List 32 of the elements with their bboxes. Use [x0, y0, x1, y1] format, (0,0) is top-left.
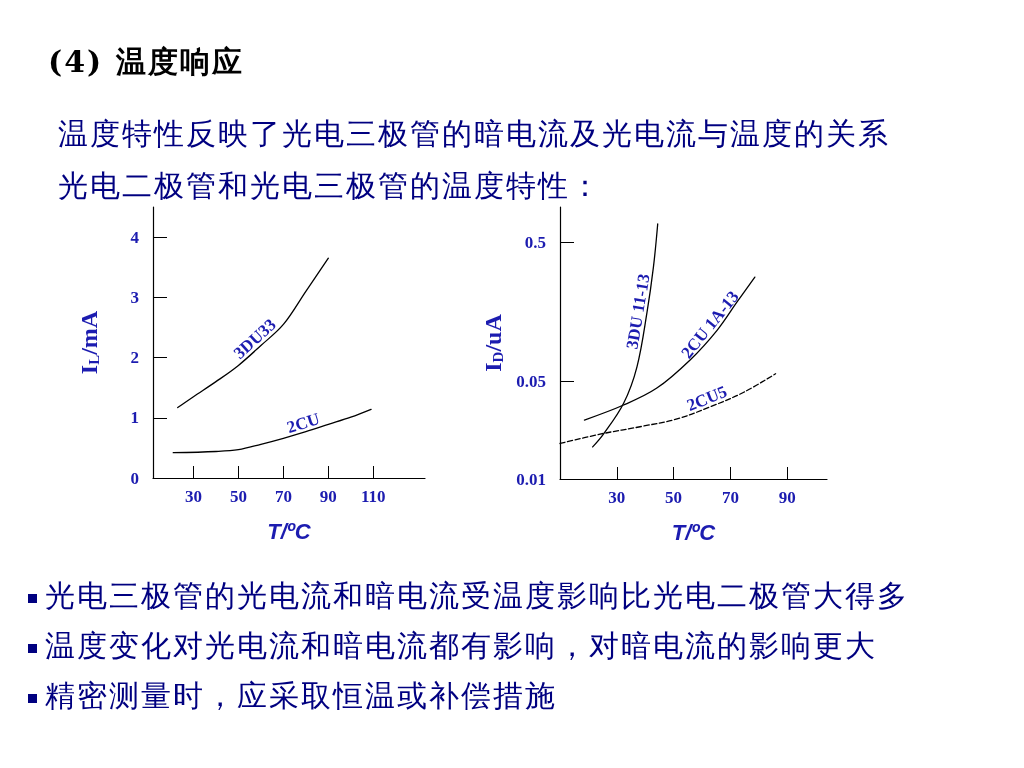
- y-axis-title: IL/mA: [75, 310, 102, 375]
- y-tick-label: 0.05: [516, 372, 546, 392]
- x-tick-label: 50: [665, 488, 683, 507]
- y-tick-label: 0.01: [516, 469, 546, 489]
- y-axis-title: ID/uA: [479, 313, 506, 372]
- text: 2CU5: [684, 381, 730, 415]
- x-axis-title: T/ºC: [267, 518, 312, 544]
- y-tick-label: 0: [130, 468, 139, 488]
- text: 光电二极管和光电三极管的温度特性：: [58, 168, 602, 203]
- line-series: [172, 408, 372, 454]
- x-tick-label: 70: [721, 488, 739, 507]
- text: 精密测量时，应采取恒温或补偿措施: [45, 678, 557, 713]
- x-tick-label: 30: [608, 488, 626, 507]
- line-series: [177, 257, 329, 409]
- text: 2CU: [284, 409, 322, 437]
- y-tick-label: 3: [130, 287, 139, 307]
- x-tick-label: 50: [229, 487, 247, 506]
- chart-subtitle: 温度特性反映了光电三极管的暗电流及光电流与温度的关系: [58, 116, 890, 151]
- y-tick-label: 1: [130, 408, 139, 428]
- x-tick-label: 70: [274, 487, 292, 506]
- text: 温度变化对光电流和暗电流都有影响，对暗电流的影响更大: [45, 628, 877, 663]
- text: 3DU 11-13: [622, 272, 654, 351]
- x-tick-label: 90: [319, 487, 337, 506]
- chart-title: (4) 温度响应: [48, 44, 244, 79]
- x-tick-label: 110: [361, 487, 386, 506]
- y-tick-label: 4: [130, 227, 140, 247]
- x-tick-label: 90: [778, 488, 796, 507]
- y-tick-label: 0.5: [524, 233, 546, 253]
- y-tick-label: 2: [130, 348, 139, 368]
- text: 光电三极管的光电流和暗电流受温度影响比光电二极管大得多: [45, 578, 909, 613]
- x-axis-title: T/ºC: [671, 519, 717, 545]
- x-tick-label: 30: [184, 487, 202, 506]
